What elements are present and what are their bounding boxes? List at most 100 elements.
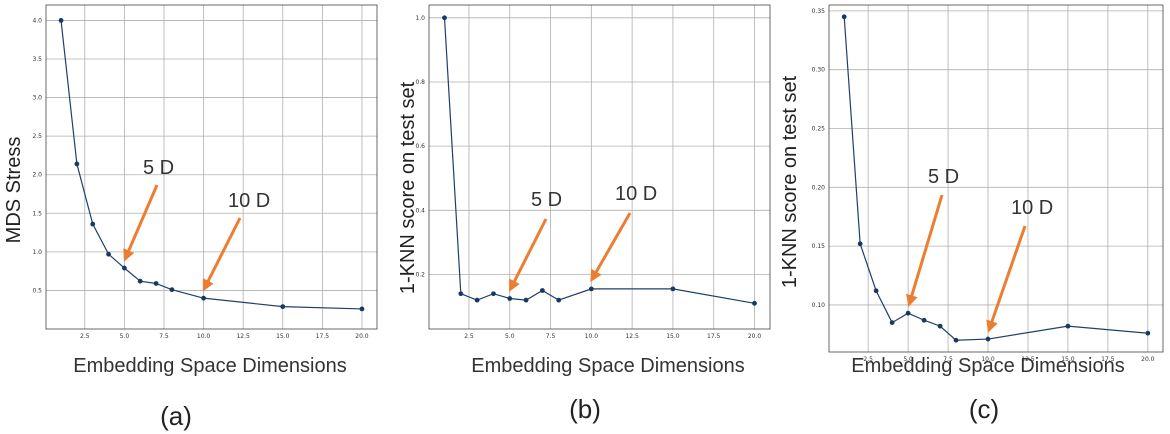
x-tick-label: 12.5 [236,333,250,340]
data-point [507,296,513,301]
x-tick-label: 2.5 [80,333,90,340]
y-tick-label: 0.2 [415,271,425,278]
data-point [280,304,286,310]
panel-label: (a) [160,401,192,431]
x-tick-label: 5.0 [505,333,515,340]
annotation-arrow [202,217,242,292]
annotation-arrow [123,184,159,262]
y-tick-label: 0.30 [812,67,826,74]
data-point [921,317,927,323]
y-tick-label: 0.6 [415,143,425,150]
panel-label: (b) [569,394,601,424]
y-tick-label: 2.0 [32,172,42,179]
chart-panel-a: 2.5 5.0 7.5 10.0 12.5 15.0 17.5 20.0 0.5 1.0 1.5 2.… [3,4,378,431]
data-point [169,287,175,293]
data-point [953,337,959,343]
y-tick-label: 0.15 [812,243,826,250]
x-tick-label: 20.0 [748,333,762,340]
y-tick-label: 0.10 [812,302,826,309]
data-point [752,300,757,306]
y-tick-label: 4.0 [32,17,42,24]
annotation-label: 10 D [228,190,270,212]
y-tick-label: 3.5 [32,56,42,63]
x-tick-label: 5.0 [903,356,913,363]
annotation-label: 5 D [928,166,959,188]
x-axis-label: Embedding Space Dimensions [73,355,347,377]
annotation-label: 10 D [1011,197,1053,219]
data-point [442,15,447,21]
y-tick-label: 0.5 [32,287,42,294]
data-point [841,14,847,20]
data-point [491,291,496,297]
y-tick-label: 1.0 [32,249,42,256]
data-point [1065,323,1071,329]
annotation-arrow [906,194,944,307]
data-point [106,251,111,257]
data-point [359,306,365,312]
x-tick-label: 5.0 [120,333,130,340]
x-tick-label: 10.0 [981,356,995,363]
panel-label: (c) [969,394,999,424]
data-point [588,286,594,292]
annotation-label: 5 D [531,189,562,211]
data-point [474,297,480,303]
x-tick-label: 20.0 [355,333,369,340]
y-tick-label: 0.20 [812,184,826,191]
data-point [670,286,676,292]
data-point [985,336,991,342]
x-axis-label: Embedding Space Dimensions [471,355,745,377]
annotation-arrow [590,212,632,283]
data-point [458,291,464,297]
data-point [201,295,206,301]
y-tick-label: 0.4 [415,207,425,214]
y-tick-label: 3.0 [32,95,42,102]
data-point [74,161,80,167]
annotation-arrow [986,225,1027,333]
plot-frame [828,4,1164,353]
annotation-arrow [509,218,548,292]
data-point [539,288,545,293]
data-point [905,310,911,316]
data-point [523,297,529,303]
x-tick-label: 7.5 [546,333,556,340]
plot-frame [45,4,378,330]
x-tick-label: 15.0 [1061,356,1075,363]
x-tick-label: 7.5 [159,333,169,340]
plot-frame [428,4,771,330]
x-tick-label: 10.0 [197,333,211,340]
chart-panel-b: 2.5 5.0 7.5 10.0 12.5 15.0 17.5 20.0 0.2 0.4 0.6 0.… [397,4,771,424]
data-point [90,221,96,227]
x-tick-label: 12.5 [1021,356,1035,363]
x-tick-label: 17.5 [1101,356,1115,363]
x-tick-label: 10.0 [585,333,599,340]
chart-panel-c: 2.5 5.0 7.5 10.0 12.5 15.0 17.5 20.0 0.10 0.15 0.2… [779,4,1164,424]
y-tick-label: 2.5 [32,133,42,140]
data-point [153,281,159,286]
x-tick-label: 15.0 [666,333,680,340]
y-axis-label: 1-KNN score on test set [397,81,419,294]
annotation-label: 10 D [615,183,657,205]
x-axis-label: Embedding Space Dimensions [851,355,1125,377]
x-tick-label: 2.5 [464,333,474,340]
data-point [556,297,562,303]
y-tick-label: 0.8 [415,79,425,86]
y-tick-label: 1.0 [415,15,425,22]
data-point [889,320,895,325]
data-point [937,323,943,329]
x-tick-label: 17.5 [316,333,330,340]
x-tick-label: 2.5 [863,356,873,363]
x-tick-label: 7.5 [943,356,953,363]
data-point [873,288,879,294]
annotation-label: 5 D [143,157,174,179]
x-tick-label: 20.0 [1141,356,1155,363]
data-point [58,18,64,23]
data-point [1145,330,1151,336]
data-point [137,278,143,284]
x-tick-label: 17.5 [707,333,721,340]
series-line [60,20,362,310]
y-tick-label: 0.35 [812,8,826,15]
series-line [443,17,755,304]
y-axis-label: MDS Stress [3,137,25,244]
y-axis-label: 1-KNN score on test set [779,75,801,288]
